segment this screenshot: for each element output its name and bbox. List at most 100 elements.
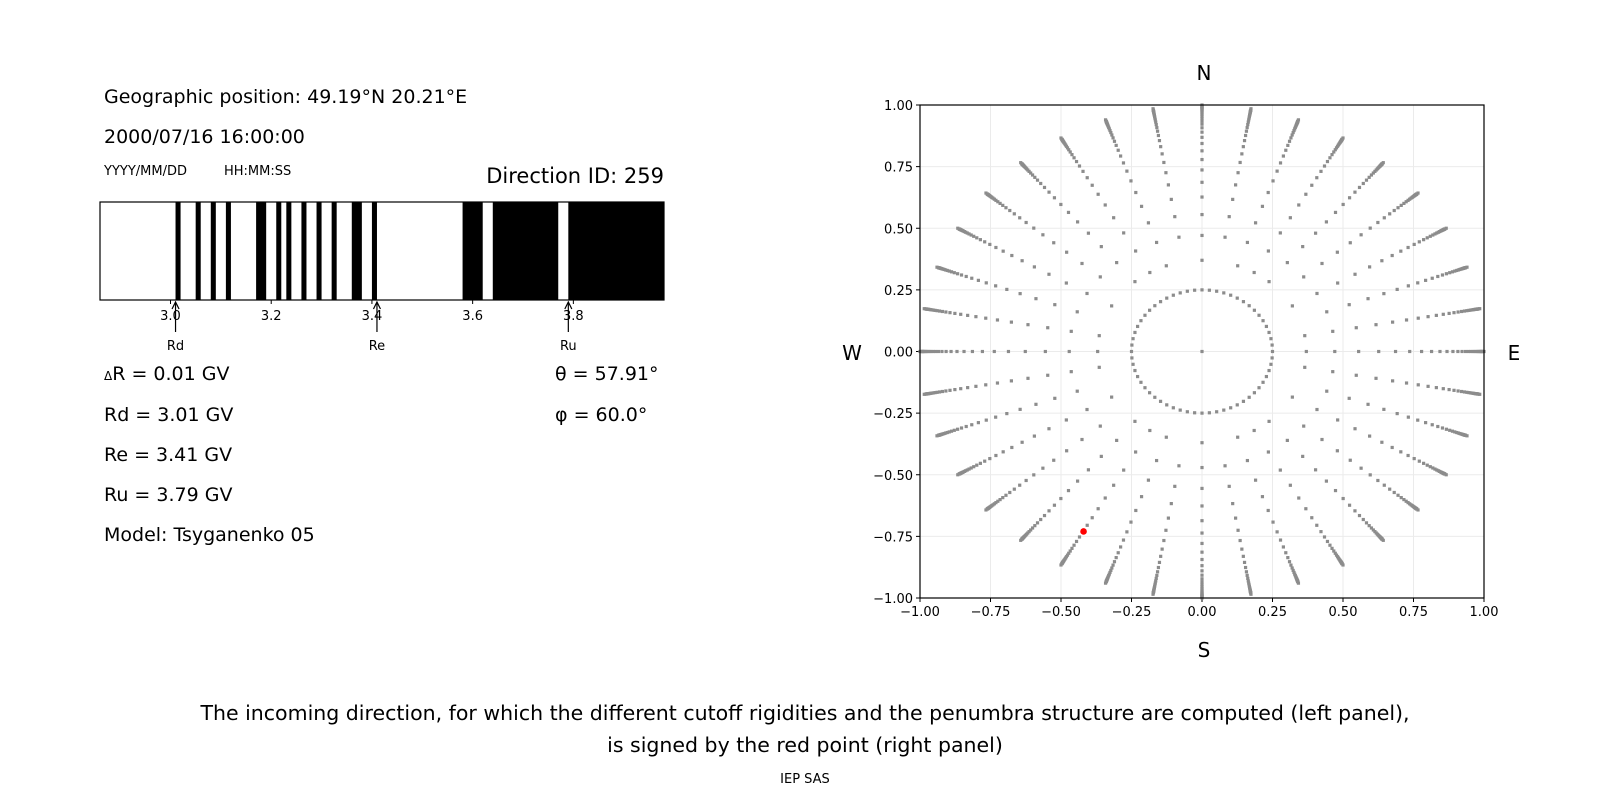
direction-point (1252, 270, 1256, 275)
direction-point (944, 349, 948, 354)
direction-point (1315, 291, 1319, 296)
direction-point (1103, 118, 1108, 122)
direction-point (1463, 349, 1468, 354)
direction-point (1155, 126, 1159, 130)
direction-point (1404, 381, 1409, 385)
direction-point (1246, 120, 1250, 124)
direction-point (1465, 265, 1469, 269)
direction-point (970, 276, 974, 280)
direction-point (1200, 582, 1204, 587)
direction-point (1330, 546, 1334, 550)
direction-point (1291, 568, 1295, 573)
direction-point (1303, 334, 1307, 338)
direction-point (1325, 389, 1329, 393)
direction-point (1285, 260, 1289, 265)
direction-point (1200, 119, 1204, 123)
direction-point (1200, 233, 1204, 238)
direction-point (1200, 195, 1204, 199)
direction-point (1069, 329, 1073, 333)
direction-point (975, 463, 979, 467)
direction-point (1067, 148, 1071, 152)
forbidden-band (331, 202, 337, 300)
direction-point (1151, 592, 1155, 596)
direction-point (1171, 293, 1175, 297)
direction-point (1099, 245, 1103, 249)
direction-point (1441, 312, 1445, 316)
direction-point (949, 349, 953, 354)
direction-point (1361, 181, 1365, 186)
x-tick-label: 0.50 (1329, 605, 1358, 620)
direction-point (1241, 554, 1245, 558)
direction-point (1252, 428, 1256, 433)
direction-point (1029, 528, 1033, 532)
direction-point (1436, 424, 1440, 429)
direction-point (1448, 428, 1452, 432)
direction-point (1026, 376, 1030, 380)
direction-point (1364, 521, 1369, 525)
direction-point (1009, 379, 1013, 383)
direction-point (1313, 468, 1318, 472)
direction-point (1333, 551, 1337, 555)
direction-point (1114, 143, 1118, 147)
direction-point (1001, 450, 1005, 454)
direction-point (1116, 551, 1120, 555)
direction-point (1096, 349, 1100, 354)
direction-point (1249, 592, 1253, 596)
direction-point (1004, 206, 1008, 210)
direction-point (948, 311, 952, 315)
direction-point (1169, 502, 1173, 506)
direction-point (1086, 468, 1091, 472)
direction-point (1281, 154, 1285, 158)
direction-point (1135, 324, 1140, 329)
direction-point (1059, 136, 1063, 140)
direction-point (1302, 424, 1306, 428)
direction-point (1222, 408, 1226, 412)
direction-point (964, 274, 968, 279)
direction-point (1361, 517, 1365, 522)
direction-point (1406, 245, 1410, 250)
direction-point (940, 309, 945, 314)
direction-point (956, 427, 960, 431)
direction-point (1348, 241, 1352, 245)
direction-point (949, 270, 954, 274)
direction-point (1231, 502, 1235, 506)
x-tick-label: −0.75 (971, 605, 1011, 620)
direction-point (1424, 421, 1428, 425)
direction-point (1347, 503, 1352, 507)
forbidden-band (195, 202, 201, 300)
direction-point (1354, 373, 1358, 377)
direction-point (995, 381, 1000, 385)
direction-point (1402, 497, 1406, 502)
x-tick-label: 1.00 (1470, 605, 1499, 620)
direction-point (1428, 234, 1432, 238)
direction-point (1215, 289, 1219, 293)
direction-point (1008, 490, 1012, 495)
direction-point (1371, 171, 1375, 175)
direction-point (1412, 456, 1416, 461)
direction-point (1222, 291, 1226, 295)
direction-point (1445, 349, 1449, 354)
direction-point (1234, 516, 1238, 520)
direction-point (1029, 171, 1033, 175)
direction-point (1235, 403, 1239, 407)
direction-point (994, 453, 998, 458)
direction-point (1130, 343, 1134, 347)
direction-point (983, 240, 987, 244)
datetime: 2000/07/16 16:00:00 (104, 126, 305, 148)
direction-point (1235, 296, 1239, 300)
direction-point (1433, 232, 1437, 236)
direction-point (1244, 129, 1249, 133)
direction-point (1465, 390, 1469, 394)
direction-point (944, 310, 948, 314)
forbidden-band (276, 202, 282, 300)
direction-point (1066, 488, 1071, 493)
direction-point (994, 415, 998, 419)
direction-point (1070, 153, 1074, 157)
direction-point (1322, 535, 1327, 539)
direction-point (1134, 450, 1138, 454)
direction-point (1416, 316, 1420, 320)
direction-point (935, 265, 939, 269)
direction-point (1278, 161, 1283, 165)
direction-point (970, 349, 975, 354)
direction-point (1135, 374, 1140, 379)
